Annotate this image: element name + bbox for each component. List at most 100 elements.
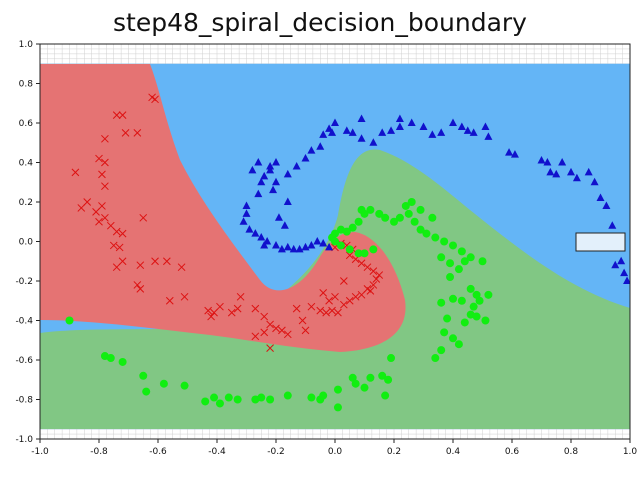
y-tick-label: -0.8 — [15, 396, 33, 406]
point-triangle — [269, 185, 278, 194]
point-triangle — [307, 146, 316, 154]
point-circle — [407, 198, 416, 206]
point-triangle — [357, 134, 366, 142]
point-triangle — [342, 126, 351, 134]
point-circle — [416, 205, 425, 214]
point-circle — [210, 393, 219, 402]
point-x — [133, 281, 142, 289]
y-tick-label: 0.2 — [19, 198, 33, 208]
y-tick-label: 0.0 — [19, 238, 34, 248]
x-tick-label: 0.6 — [505, 447, 520, 457]
point-circle — [307, 393, 316, 402]
point-triangle — [611, 260, 620, 269]
point-triangle — [620, 268, 629, 277]
point-x — [283, 330, 292, 339]
y-tick-label: 0.4 — [19, 159, 34, 169]
point-circle — [366, 205, 375, 214]
point-circle — [180, 381, 189, 390]
point-x — [115, 243, 124, 252]
point-triangle — [260, 240, 269, 249]
point-circle — [431, 354, 440, 363]
point-circle — [142, 387, 151, 396]
point-circle — [457, 296, 466, 305]
point-x — [298, 316, 307, 325]
point-circle — [348, 223, 357, 232]
point-x — [101, 158, 109, 167]
x-tick-label: -0.4 — [208, 447, 226, 457]
point-x — [151, 257, 159, 266]
y-tick-label: -0.2 — [15, 277, 33, 287]
point-x — [177, 263, 186, 272]
point-x — [372, 275, 381, 283]
point-circle — [357, 205, 366, 214]
point-x — [345, 251, 354, 260]
point-x — [216, 302, 224, 311]
point-x — [292, 304, 301, 313]
point-circle — [333, 403, 342, 412]
point-circle — [454, 265, 463, 274]
point-triangle — [280, 221, 289, 229]
point-triangle — [301, 242, 310, 251]
point-circle — [460, 318, 469, 327]
point-triangle — [484, 132, 493, 140]
point-triangle — [313, 237, 322, 245]
y-tick-label: -1.0 — [15, 435, 33, 445]
point-triangle — [510, 150, 519, 158]
point-x — [301, 326, 310, 335]
point-circle — [118, 357, 127, 366]
point-circle — [443, 314, 452, 323]
point-triangle — [292, 161, 301, 170]
point-circle — [466, 253, 475, 262]
point-x — [266, 320, 274, 329]
point-triangle — [272, 240, 280, 249]
point-triangle — [481, 122, 490, 130]
point-x — [180, 292, 189, 301]
point-x — [83, 198, 92, 206]
point-x — [357, 290, 366, 299]
point-triangle — [272, 158, 280, 166]
point-triangle — [428, 130, 437, 138]
point-circle — [139, 371, 148, 380]
point-circle — [266, 395, 275, 404]
point-x — [339, 277, 348, 285]
point-x — [345, 296, 354, 305]
point-circle — [440, 328, 449, 337]
point-circle — [215, 399, 224, 408]
point-triangle — [260, 171, 269, 180]
point-triangle — [357, 114, 366, 123]
point-x — [71, 168, 80, 177]
point-circle — [472, 312, 481, 321]
point-x — [369, 281, 378, 289]
point-triangle — [378, 128, 387, 136]
point-x — [139, 213, 148, 222]
point-triangle — [274, 213, 283, 221]
point-triangle — [316, 142, 325, 150]
point-x — [98, 202, 106, 210]
point-triangle — [325, 124, 334, 132]
legend-box — [575, 232, 626, 252]
point-triangle — [463, 126, 472, 134]
point-circle — [449, 241, 457, 250]
y-tick-label: 1.0 — [19, 40, 34, 50]
point-triangle — [307, 240, 316, 249]
point-triangle — [537, 156, 546, 164]
point-circle — [401, 201, 410, 210]
legend-frame — [575, 232, 626, 252]
data-points — [65, 93, 630, 412]
point-triangle — [254, 189, 263, 198]
point-triangle — [546, 167, 555, 176]
point-triangle — [617, 256, 626, 265]
point-triangle — [567, 167, 575, 176]
point-circle — [390, 217, 398, 226]
point-x — [260, 328, 269, 337]
x-tick-label: 0.0 — [328, 447, 343, 457]
point-triangle — [257, 233, 266, 241]
point-circle — [65, 316, 74, 325]
point-x — [136, 261, 145, 270]
point-x — [251, 304, 260, 313]
point-triangle — [266, 161, 275, 170]
point-circle — [410, 217, 419, 226]
point-x — [363, 263, 372, 272]
point-x — [106, 221, 115, 230]
point-circle — [106, 354, 115, 363]
